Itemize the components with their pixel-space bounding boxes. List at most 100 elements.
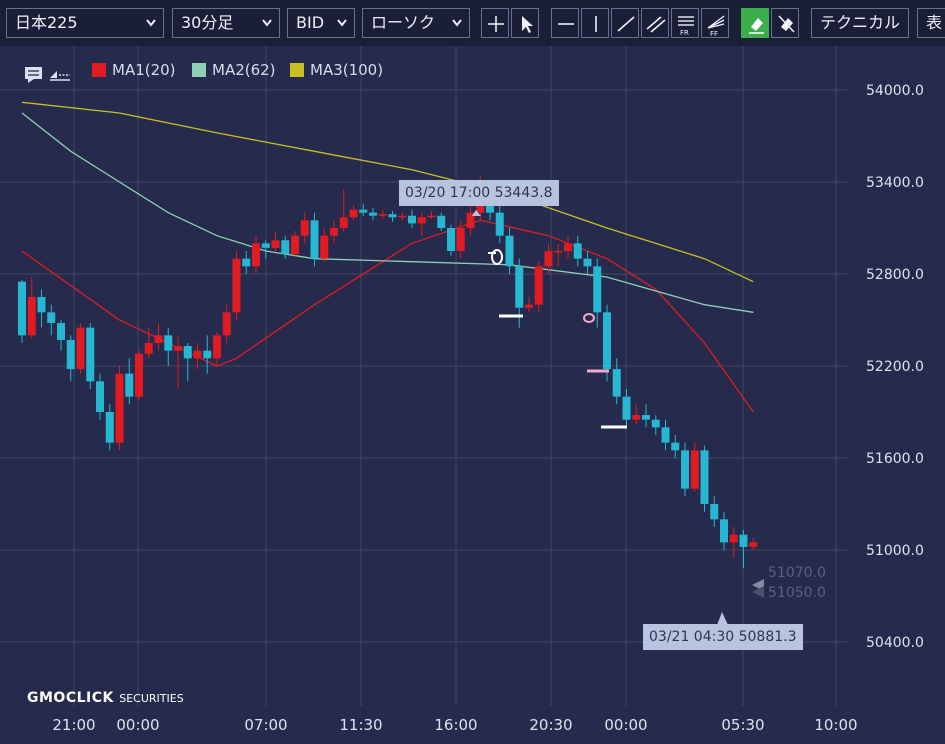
candle	[339, 189, 348, 232]
candle-body	[729, 534, 738, 543]
fibonacci-retracement-icon: FR	[678, 16, 694, 37]
crosshair-button[interactable]	[481, 8, 509, 38]
candle	[427, 211, 436, 219]
candle	[651, 415, 660, 435]
price-type-select[interactable]: BID	[287, 8, 355, 38]
high-pointer	[472, 210, 481, 216]
candle-body	[125, 373, 134, 397]
candle-body	[300, 220, 309, 236]
candle-body	[564, 243, 572, 251]
candle-body	[456, 228, 465, 251]
candle-body	[573, 243, 582, 259]
ma3-line	[21, 101, 754, 283]
candle	[417, 212, 426, 236]
candle	[271, 231, 280, 251]
candle-body	[593, 266, 602, 313]
candle	[505, 228, 514, 274]
svg-text:FR: FR	[680, 29, 689, 37]
candle-body	[700, 450, 709, 504]
candle-body	[144, 343, 153, 354]
drawing-annotations	[472, 210, 764, 625]
white-circle-marker	[491, 249, 503, 265]
candle-body	[105, 412, 114, 443]
candle	[564, 235, 572, 259]
candle-body	[612, 369, 621, 397]
eraser-button[interactable]	[741, 8, 769, 38]
horizontal-line-button[interactable]	[551, 8, 579, 38]
channel-line-icon	[646, 16, 666, 33]
candle	[27, 277, 36, 339]
trend-line-button[interactable]	[611, 8, 639, 38]
chat-icon[interactable]	[24, 66, 42, 83]
x-tick-label: 16:00	[434, 716, 477, 734]
horizontal-line-icon	[558, 23, 574, 25]
candle	[115, 366, 124, 451]
x-axis-labels: 21:00 00:00 07:00 11:30 16:00 20:30 00:00 05:30…	[52, 716, 857, 734]
candle	[447, 224, 455, 256]
candle	[144, 327, 153, 359]
candle-body	[135, 353, 143, 397]
low-pointer	[717, 612, 728, 625]
candle	[398, 212, 407, 221]
x-tick-label: 21:00	[52, 716, 95, 734]
technical-button[interactable]: テクニカル	[811, 8, 909, 38]
candle	[378, 209, 387, 219]
chart-style-select[interactable]: ローソク	[362, 8, 470, 38]
candle-body	[690, 450, 699, 489]
y-tick-label: 53400.0	[866, 175, 924, 191]
candle	[700, 445, 709, 512]
x-tick-label: 00:00	[116, 716, 159, 734]
candle-body	[271, 240, 280, 248]
symbol-select[interactable]: 日本225	[6, 8, 164, 38]
candle-body	[398, 215, 407, 218]
candle	[632, 404, 641, 425]
candle	[125, 358, 134, 405]
price-type-select-value: BID	[296, 13, 325, 32]
candle	[583, 251, 592, 274]
candle	[310, 212, 319, 267]
candle-body	[544, 251, 553, 267]
candle-body	[47, 312, 56, 324]
candle-body	[86, 327, 95, 382]
candle-body	[525, 304, 533, 308]
chevron-down-icon	[452, 19, 462, 27]
candle	[174, 335, 182, 389]
cursor-arrow-icon	[522, 16, 533, 33]
timeframe-select[interactable]: 30分足	[172, 8, 280, 38]
candle-body	[661, 427, 670, 443]
candle-body	[203, 350, 212, 359]
vertical-line-button[interactable]	[581, 8, 609, 38]
x-tick-label: 20:30	[529, 716, 572, 734]
candle	[534, 261, 543, 313]
x-tick-label: 10:00	[814, 716, 857, 734]
candle-body	[369, 212, 377, 216]
candle	[466, 205, 475, 236]
candle-body	[310, 220, 319, 259]
erase-all-button[interactable]	[771, 8, 799, 38]
display-button[interactable]: 表	[917, 8, 945, 38]
candle-body	[437, 215, 446, 228]
candle	[729, 527, 738, 558]
fibonacci-retracement-button[interactable]: FR	[671, 8, 699, 38]
channel-line-button[interactable]	[641, 8, 669, 38]
chevron-down-icon	[262, 19, 272, 27]
candle	[573, 235, 582, 267]
candle-body	[330, 228, 338, 236]
x-tick-label: 07:00	[244, 716, 287, 734]
candle	[359, 203, 368, 216]
candlestick-chart[interactable]: 54600.054000.053400.052800.052200.051600…	[0, 46, 945, 744]
candle	[96, 373, 104, 420]
legend-label-ma3: MA3(100)	[310, 61, 384, 79]
candle	[544, 243, 553, 274]
candle-body	[66, 339, 75, 370]
fibonacci-fan-button[interactable]: FF	[701, 8, 729, 38]
candle	[222, 304, 231, 343]
candle	[720, 511, 728, 550]
trend-line-icon	[617, 16, 635, 32]
fibonacci-fan-icon: FF	[707, 15, 725, 38]
legend-toggle-icon[interactable]	[48, 66, 72, 82]
candle-body	[486, 205, 494, 213]
ma2-line	[21, 112, 754, 313]
pointer-button[interactable]	[511, 8, 539, 38]
y-tick-label: 50400.0	[866, 635, 924, 651]
